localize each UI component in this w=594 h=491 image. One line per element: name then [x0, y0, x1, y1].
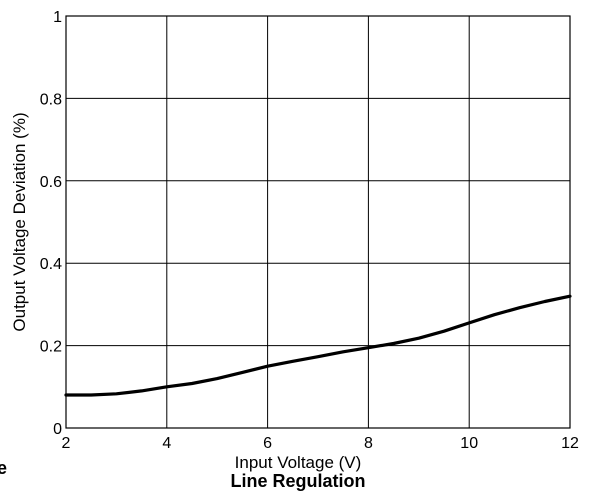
x-tick-label: 6: [263, 435, 272, 452]
y-tick-label: 0.2: [40, 339, 62, 356]
series-line: [64, 294, 572, 397]
y-axis-label: Output Voltage Deviation (%): [10, 112, 29, 331]
x-axis-label: Input Voltage (V): [235, 453, 362, 472]
x-tick-label: 4: [162, 435, 171, 452]
x-tick-label: 2: [62, 435, 71, 452]
cropped-left-text: e: [0, 458, 7, 478]
x-tick-label: 10: [460, 435, 478, 452]
y-tick-label: 0.4: [40, 256, 62, 273]
tick-labels: 2 4 6 8 10 12 0 0.2 0.4 0.6 0.8 1: [40, 9, 579, 452]
y-tick-label: 0: [53, 421, 62, 438]
x-tick-label: 8: [364, 435, 373, 452]
x-tick-label: 12: [561, 435, 579, 452]
plot-frame: [65, 15, 571, 429]
chart-title: Line Regulation: [231, 471, 366, 491]
grid-lines: [65, 15, 571, 429]
y-tick-label: 0.6: [40, 174, 62, 191]
y-tick-label: 0.8: [40, 91, 62, 108]
y-tick-label: 1: [53, 9, 62, 26]
